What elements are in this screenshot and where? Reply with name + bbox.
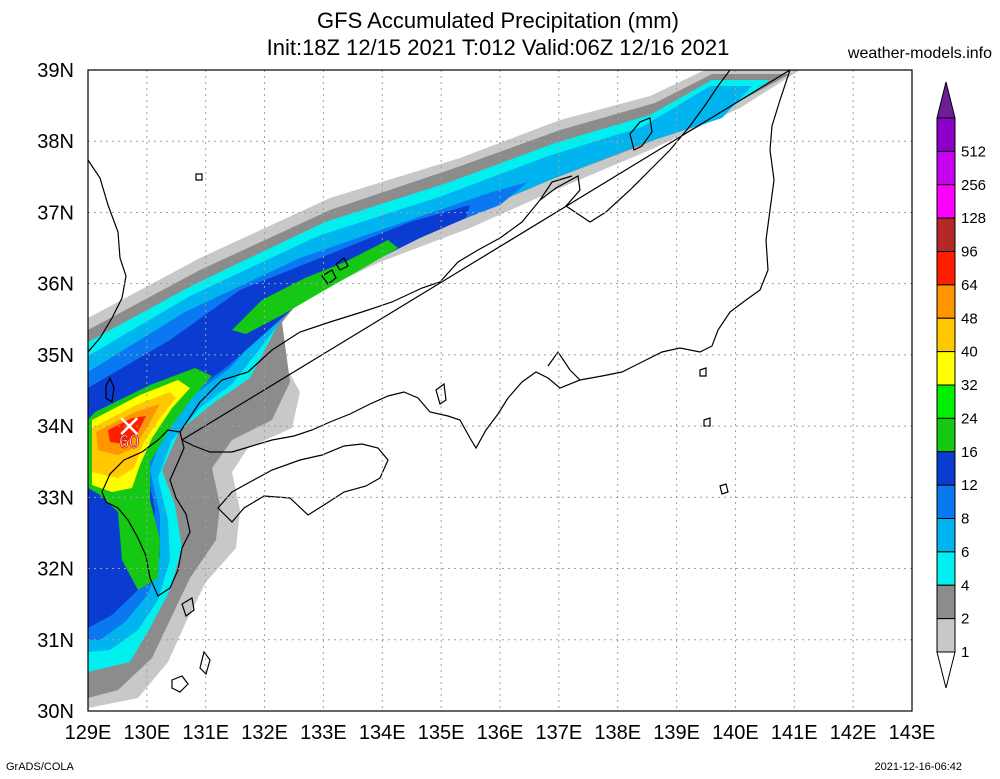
korea-coast	[88, 159, 127, 353]
colorbar-box	[936, 351, 956, 386]
colorbar-box	[936, 584, 956, 620]
colorbar-top-arrow	[936, 81, 956, 119]
precip-band-16	[232, 240, 398, 334]
colorbar-box	[936, 484, 956, 519]
colorbar-label: 8	[961, 511, 969, 528]
precip-band-12	[88, 205, 470, 628]
colorbar-box	[936, 417, 956, 453]
colorbar-label: 12	[961, 477, 978, 494]
colorbar-box	[936, 451, 956, 486]
colorbar-label: 256	[961, 177, 986, 194]
island	[199, 650, 211, 676]
precipitation-shading	[88, 70, 800, 708]
colorbar-bottom-arrow	[936, 651, 956, 689]
island	[699, 367, 707, 377]
tsushima-island	[105, 376, 115, 404]
colorbar-label: 6	[961, 544, 969, 561]
lon-tick-label: 130E	[123, 722, 170, 744]
colorbar-box	[936, 518, 956, 553]
lat-tick-label: 39N	[37, 60, 74, 82]
colorbar-box	[936, 217, 956, 252]
lat-tick-label: 37N	[37, 202, 74, 224]
colorbar-label: 64	[961, 277, 978, 294]
lon-tick-label: 133E	[300, 722, 347, 744]
lon-tick-label: 134E	[359, 722, 406, 744]
island	[195, 173, 203, 181]
colorbar-label: 96	[961, 244, 978, 261]
colorbar-box	[936, 150, 956, 186]
lat-tick-label: 33N	[37, 487, 74, 509]
shikoku-coast	[217, 443, 389, 523]
colorbar-label: 1	[961, 644, 969, 661]
footer-left: GrADS/COLA	[6, 761, 74, 773]
colorbar-label: 32	[961, 377, 978, 394]
footer-right: 2021-12-16-06:42	[874, 761, 962, 773]
island	[703, 417, 711, 427]
lon-tick-label: 137E	[535, 722, 582, 744]
colorbar-label: 24	[961, 410, 978, 427]
chart-title: GFS Accumulated Precipitation (mm)	[317, 8, 679, 33]
lon-tick-label: 135E	[418, 722, 465, 744]
colorbar-label: 4	[961, 577, 969, 594]
island	[719, 483, 729, 495]
colorbar-box	[936, 284, 956, 319]
lon-tick-label: 142E	[830, 722, 877, 744]
colorbar-label: 128	[961, 210, 986, 227]
colorbar-box	[936, 317, 956, 353]
colorbar-box	[936, 384, 956, 419]
oki-island	[321, 269, 337, 285]
lon-tick-label: 136E	[477, 722, 524, 744]
kyushu-coast	[101, 429, 191, 597]
coastlines	[88, 70, 791, 693]
lat-tick-label: 31N	[37, 630, 74, 652]
colorbar-label: 40	[961, 344, 978, 361]
lon-tick-label: 138E	[594, 722, 641, 744]
colorbar-label: 512	[961, 143, 986, 160]
colorbar-label: 48	[961, 310, 978, 327]
lat-axis-labels: 30N 31N 32N 33N 34N 35N 36N 37N 38N 39N	[37, 60, 74, 723]
lon-tick-label: 141E	[771, 722, 818, 744]
chart-subtitle: Init:18Z 12/15 2021 T:012 Valid:06Z 12/1…	[266, 35, 730, 60]
colorbar-label: 16	[961, 444, 978, 461]
lat-tick-label: 36N	[37, 274, 74, 296]
max-cross	[120, 417, 139, 435]
colorbar-box	[936, 551, 956, 586]
lon-tick-label: 140E	[712, 722, 759, 744]
lon-tick-label: 139E	[653, 722, 700, 744]
awaji-island	[435, 382, 447, 405]
grid-lines	[88, 70, 912, 711]
map-frame	[87, 69, 913, 712]
lat-tick-label: 30N	[37, 701, 74, 723]
lon-tick-label: 132E	[241, 722, 288, 744]
source-site: weather-models.info	[847, 45, 992, 62]
island	[181, 597, 195, 617]
lat-tick-label: 35N	[37, 345, 74, 367]
island	[171, 675, 189, 693]
colorbar-box	[936, 184, 956, 219]
colorbar-box	[936, 117, 956, 152]
sado-island	[629, 117, 653, 151]
honshu-coast	[179, 70, 791, 453]
lat-tick-label: 34N	[37, 416, 74, 438]
noto-peninsula	[539, 175, 573, 201]
lon-tick-label: 131E	[182, 722, 229, 744]
lon-axis-labels: 129E 130E 131E 132E 133E 134E 135E 136E 137E 138E…	[65, 722, 936, 744]
precip-band-1	[88, 70, 800, 708]
island	[335, 257, 349, 271]
max-marker: 60	[119, 417, 140, 453]
lon-tick-label: 129E	[65, 722, 112, 744]
colorbar-box	[936, 618, 956, 653]
colorbar-box	[936, 251, 956, 286]
lat-tick-label: 32N	[37, 559, 74, 581]
max-value-label: 60	[119, 432, 139, 452]
lat-tick-label: 38N	[37, 131, 74, 153]
bay-outline	[547, 350, 581, 381]
lon-tick-label: 143E	[889, 722, 936, 744]
colorbar-label: 2	[961, 611, 969, 628]
